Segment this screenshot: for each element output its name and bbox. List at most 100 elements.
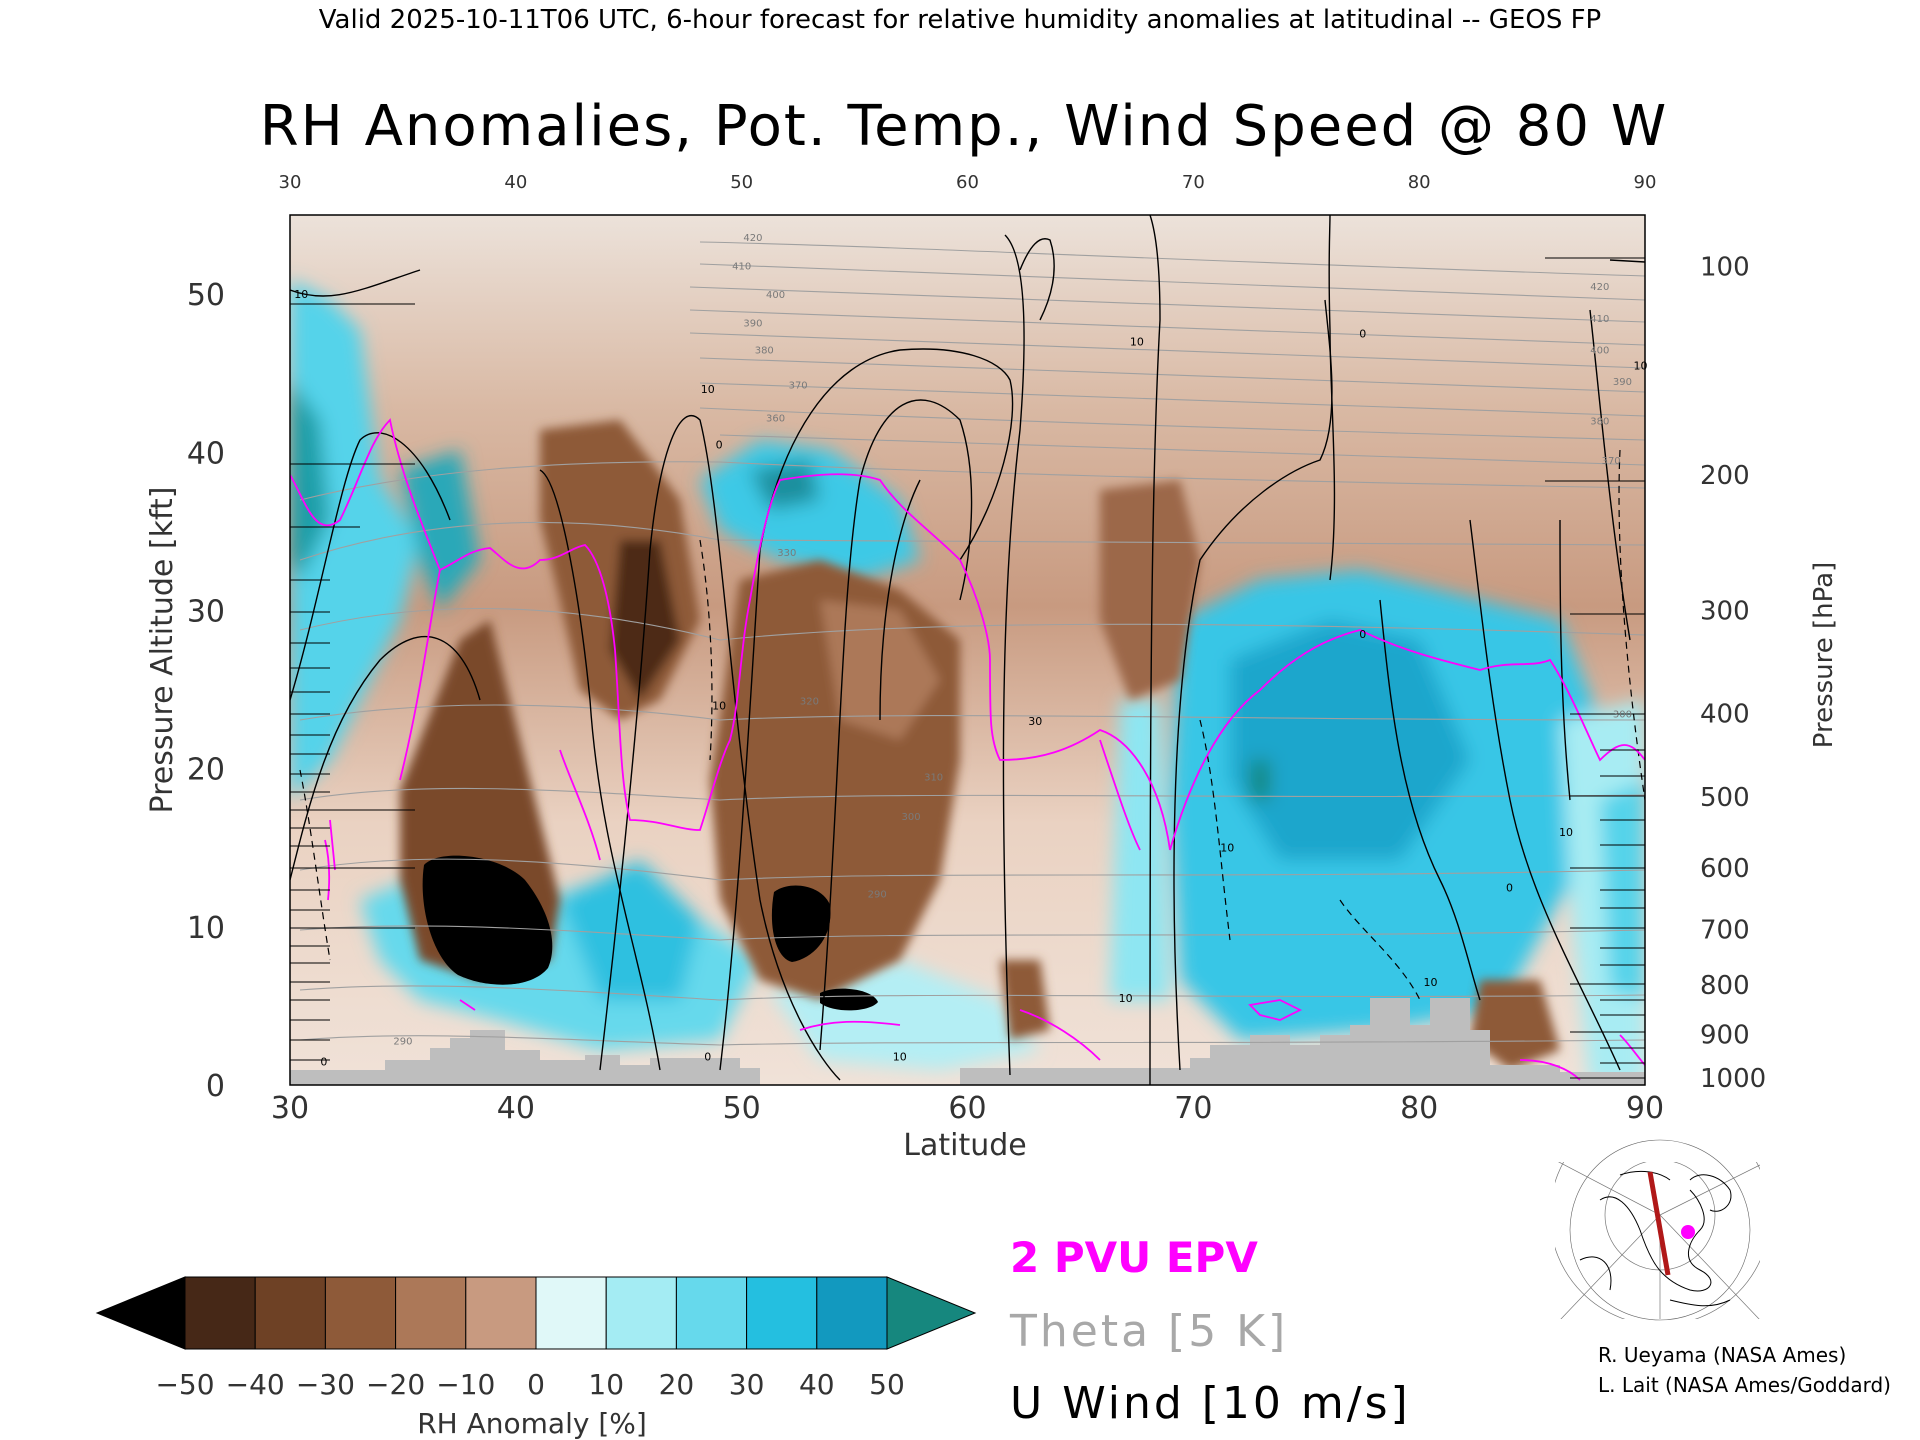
contour-legend: 2 PVU EPV Theta [5 K] U Wind [10 m/s]	[1009, 1233, 1408, 1429]
colorbar-segment	[816, 1276, 888, 1350]
x-axis-ticks-top: 30 40 50 60 70 80 90	[279, 172, 1657, 193]
wind-contours-negative	[299, 449, 1645, 1001]
colorbar-segment	[254, 1276, 326, 1350]
theta-contour-label: 390	[743, 319, 762, 330]
theta-contour-label: 400	[1590, 345, 1609, 356]
colorbar-label: RH Anomaly [%]	[417, 1407, 647, 1440]
theta-contour-label: 390	[1613, 377, 1632, 388]
x-tick-label-bottom: 80	[1400, 1091, 1438, 1126]
y-tick-label-right: 500	[1700, 783, 1750, 813]
location-marker	[1681, 1225, 1695, 1239]
wind-contour-label: 10	[294, 288, 308, 301]
x-axis-ticks-bottom: 30 40 50 60 70 80 90	[271, 1091, 1664, 1126]
colorbar-segment	[675, 1276, 748, 1350]
credit-line-1: R. Ueyama (NASA Ames)	[1598, 1343, 1846, 1367]
x-tick-label-top: 70	[1182, 172, 1205, 193]
pressure-ticks-right	[1545, 257, 1645, 1079]
wind-contour-label: 0	[320, 1055, 327, 1068]
y-tick-label-left: 40	[187, 436, 225, 471]
theta-contour-label: 320	[800, 697, 819, 708]
y-tick-label-left: 10	[187, 911, 225, 946]
pressure-ticks-left	[290, 303, 415, 1061]
y-axis-label-right: Pressure [hPa]	[1809, 562, 1839, 749]
y-axis-ticks-right: 100 200 300 400 500 600 700 800 900 1000	[1700, 253, 1766, 1094]
x-tick-label-bottom: 90	[1626, 1091, 1664, 1126]
colorbar-tick-label: −30	[296, 1368, 355, 1401]
dry-core-a	[422, 855, 553, 985]
theta-label-layer: 4204104003903803703603303203103002904204…	[393, 233, 1632, 1048]
colorbar-segment	[465, 1276, 537, 1350]
valid-time-header: Valid 2025-10-11T06 UTC, 6-hour forecast…	[319, 5, 1601, 35]
colorbar-tick-label: 20	[659, 1368, 695, 1401]
legend-theta: Theta [5 K]	[1009, 1306, 1288, 1357]
colorbar-segment	[324, 1276, 397, 1350]
colorbar-over-arrow	[886, 1276, 977, 1350]
theta-contour-label: 370	[1602, 456, 1621, 467]
theta-contour-label: 290	[393, 1037, 412, 1048]
wind-contour-label: 10	[712, 699, 726, 712]
y-tick-label-right: 200	[1700, 461, 1750, 491]
y-axis-label-left: Pressure Altitude [kft]	[145, 487, 180, 814]
x-tick-label-bottom: 70	[1174, 1091, 1212, 1126]
wind-contour-label: 10	[701, 383, 715, 396]
y-tick-label-right: 400	[1700, 699, 1750, 729]
x-tick-label-bottom: 40	[497, 1091, 535, 1126]
colorbar-segment	[395, 1276, 467, 1350]
y-tick-label-right: 100	[1700, 253, 1750, 283]
theta-contour-label: 410	[1590, 314, 1609, 325]
wind-contour-label: 10	[1633, 359, 1647, 372]
wind-label-layer: 10 10 0 10 0 10 30 10 0 10 10 0 10 10 10 0 0	[294, 288, 1647, 1068]
legend-epv: 2 PVU EPV	[1010, 1233, 1258, 1282]
colorbar-tick-label: 0	[527, 1368, 545, 1401]
dry-core-b	[771, 885, 831, 962]
y-tick-label-left: 50	[187, 278, 225, 313]
colorbar-segment	[535, 1276, 607, 1350]
theta-contour-label: 420	[1590, 282, 1609, 293]
wind-contour-label: 10	[1119, 992, 1133, 1005]
colorbar-tick-label: 50	[869, 1368, 905, 1401]
dry-core-c	[820, 988, 878, 1011]
plot-area: 4204104003903803703603303203103002904204…	[187, 172, 1766, 1126]
colorbar-tick-label: 40	[799, 1368, 835, 1401]
x-tick-label-bottom: 50	[723, 1091, 761, 1126]
y-tick-label-right: 800	[1700, 971, 1750, 1001]
cross-section-line	[1647, 1171, 1671, 1276]
chart-title: RH Anomalies, Pot. Temp., Wind Speed @ 8…	[260, 94, 1668, 159]
theta-contour-label: 380	[1590, 417, 1609, 428]
y-axis-ticks-left: 0 10 20 30 40 50	[187, 278, 225, 1104]
y-tick-label-right: 700	[1700, 916, 1750, 946]
locator-map	[1555, 1139, 1760, 1321]
plot-frame	[289, 214, 1646, 1086]
wind-contour-label: 10	[1130, 336, 1144, 349]
y-tick-label-left: 20	[187, 753, 225, 788]
theta-contour-label: 330	[777, 548, 796, 559]
theta-contour-label: 300	[1613, 709, 1632, 720]
y-tick-label-right: 600	[1700, 854, 1750, 884]
y-tick-label-left: 0	[206, 1069, 225, 1104]
wind-contour-label: 0	[1359, 628, 1366, 641]
colorbar-tick-label: −20	[366, 1368, 425, 1401]
wind-contour-label: 0	[1359, 328, 1366, 341]
colorbar-tick-label: 10	[588, 1368, 624, 1401]
terrain	[290, 998, 1645, 1085]
colorbar-tick-label: −40	[226, 1368, 285, 1401]
rh-anomaly-colorbar: −50 −40 −30 −20 −10 0 10 20 30 40 50	[95, 1276, 977, 1401]
theta-contour-label: 400	[766, 290, 785, 301]
colorbar-segment	[184, 1276, 256, 1350]
wind-contour-label: 10	[893, 1051, 907, 1064]
credit-line-2: L. Lait (NASA Ames/Goddard)	[1598, 1373, 1891, 1397]
wind-contour-label: 0	[704, 1051, 711, 1064]
colorbar-tick-label: 30	[729, 1368, 765, 1401]
theta-contour-label: 310	[924, 773, 943, 784]
colorbar-tick-label: −10	[436, 1368, 495, 1401]
wind-contour-label: 10	[1423, 976, 1437, 989]
y-tick-label-right: 900	[1700, 1021, 1750, 1051]
wind-contour-label: 0	[1506, 881, 1513, 894]
y-tick-label-right: 1000	[1700, 1064, 1766, 1094]
x-axis-label: Latitude	[903, 1128, 1026, 1163]
theta-contour-label: 370	[789, 380, 808, 391]
wind-contours	[290, 215, 1645, 1085]
colorbar-tick-label: −50	[155, 1368, 214, 1401]
rh-anomaly-field	[290, 215, 1645, 1085]
